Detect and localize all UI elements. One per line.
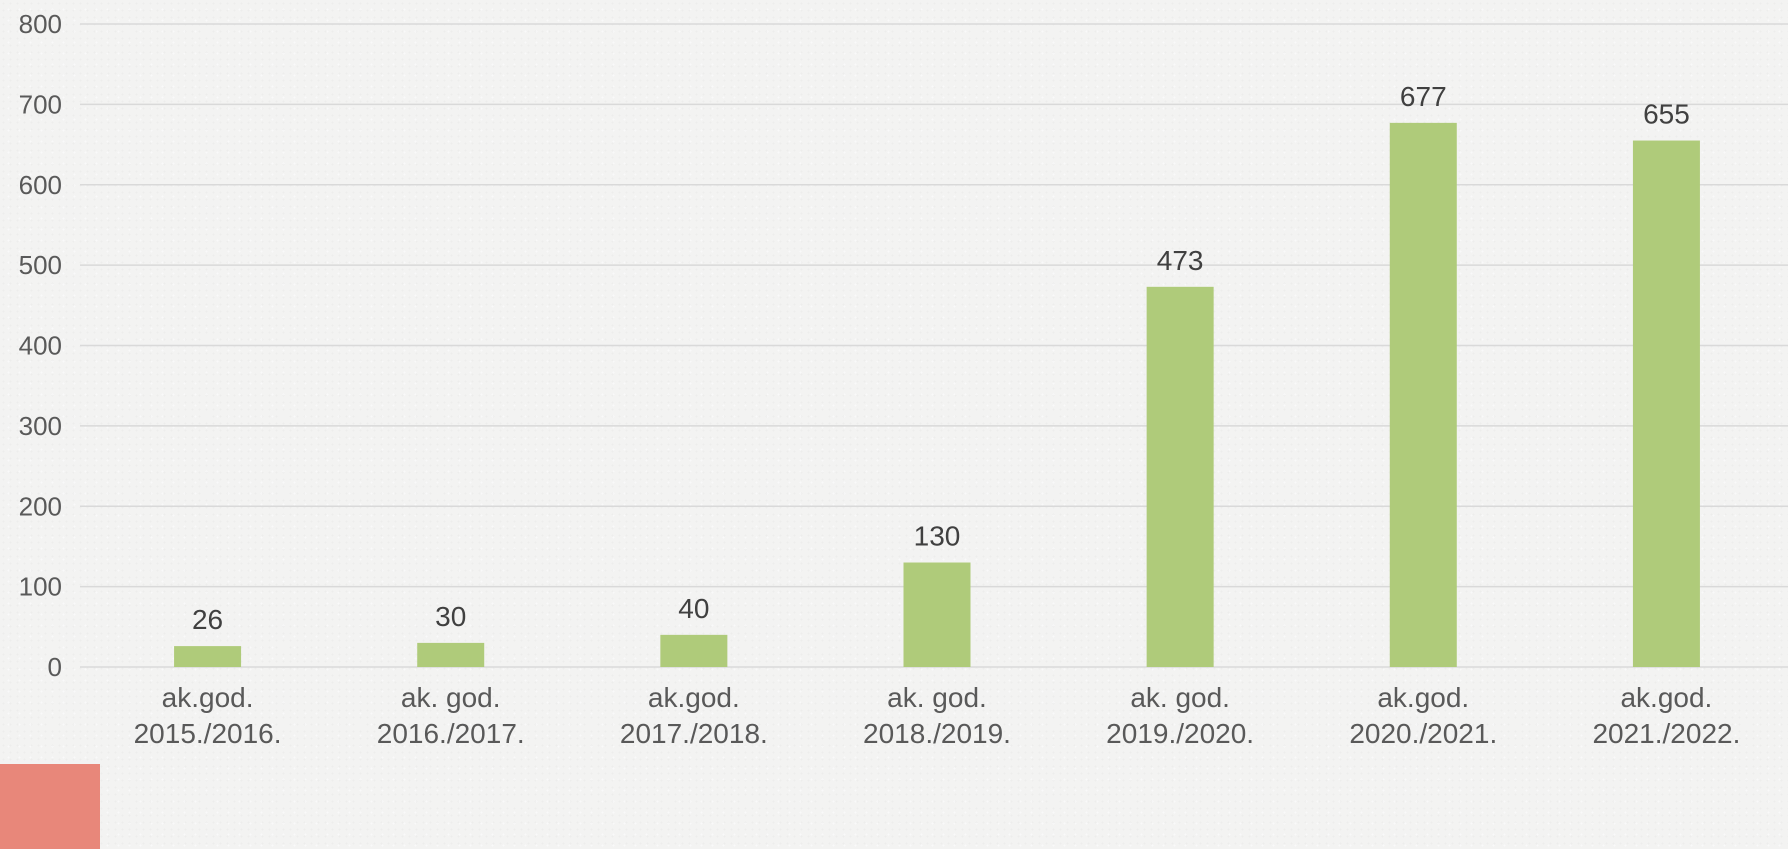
x-tick-label: 2021./2022.: [1592, 718, 1740, 749]
x-tick-label: ak. god.: [401, 682, 501, 713]
y-tick-label: 600: [19, 170, 62, 200]
x-tick-label: 2017./2018.: [620, 718, 768, 749]
data-label: 130: [914, 521, 961, 552]
corner-accent-block: [0, 764, 100, 849]
x-tick-label: 2015./2016.: [134, 718, 282, 749]
data-label: 26: [192, 604, 223, 635]
y-tick-label: 0: [48, 652, 62, 682]
bar: [1389, 122, 1457, 667]
data-label: 677: [1400, 81, 1447, 112]
x-tick-label: ak.god.: [162, 682, 254, 713]
y-tick-label: 400: [19, 331, 62, 361]
data-label: 473: [1157, 245, 1204, 276]
y-tick-label: 100: [19, 572, 62, 602]
bar: [660, 634, 728, 667]
data-label: 655: [1643, 99, 1690, 130]
data-label: 30: [435, 601, 466, 632]
y-tick-label: 200: [19, 491, 62, 521]
bar: [1146, 286, 1214, 667]
x-tick-label: ak.god.: [648, 682, 740, 713]
x-tick-label: 2020./2021.: [1349, 718, 1497, 749]
bar: [174, 646, 242, 667]
y-tick-label: 300: [19, 411, 62, 441]
bar: [1632, 140, 1700, 667]
y-tick-label: 800: [19, 9, 62, 39]
x-tick-label: ak.god.: [1377, 682, 1469, 713]
x-tick-label: ak.god.: [1620, 682, 1712, 713]
bar: [417, 642, 485, 667]
x-tick-label: 2019./2020.: [1106, 718, 1254, 749]
y-tick-label: 700: [19, 89, 62, 119]
data-label: 40: [678, 593, 709, 624]
x-tick-label: 2018./2019.: [863, 718, 1011, 749]
x-tick-label: 2016./2017.: [377, 718, 525, 749]
y-tick-label: 500: [19, 250, 62, 280]
x-tick-label: ak. god.: [887, 682, 987, 713]
x-tick-label: ak. god.: [1130, 682, 1230, 713]
bar: [903, 562, 971, 667]
